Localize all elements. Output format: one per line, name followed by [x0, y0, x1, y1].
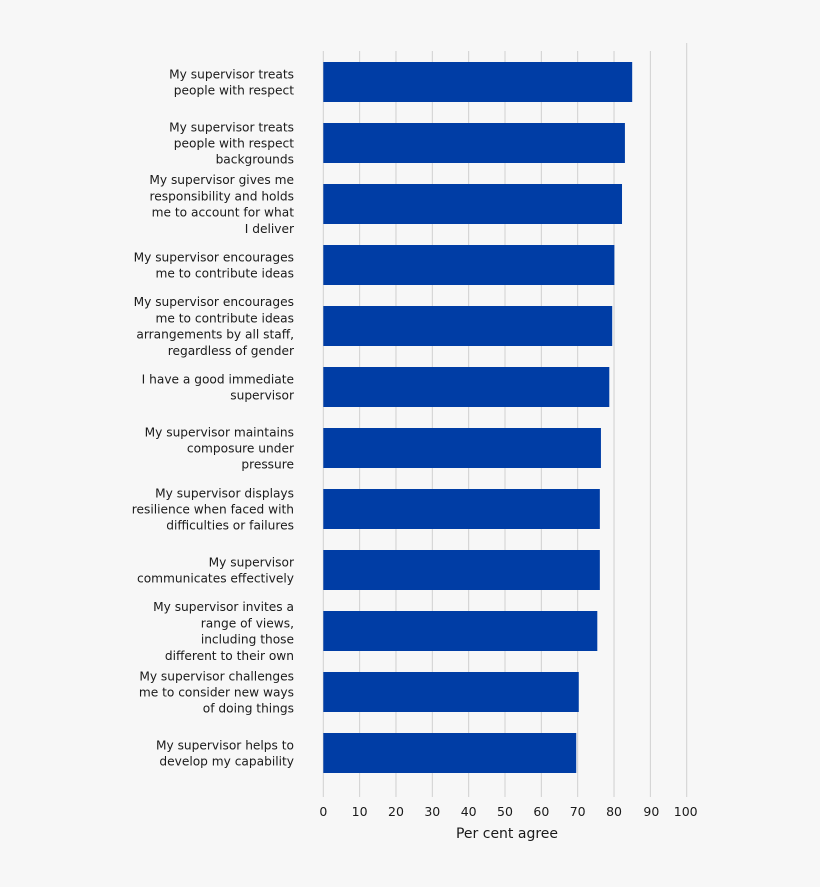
- category-label-line: people with respect: [174, 84, 294, 98]
- category-label-line: composure under: [187, 442, 295, 456]
- bar: [323, 306, 613, 346]
- bars: [323, 62, 633, 773]
- category-label-line: My supervisor treats: [169, 120, 294, 134]
- category-label-line: different to their own: [165, 649, 294, 663]
- gridlines: [322, 43, 688, 797]
- x-tick-label: 80: [606, 804, 622, 819]
- x-axis-title: Per cent agree: [456, 826, 558, 842]
- bar: [323, 489, 600, 529]
- bar: [323, 367, 610, 407]
- category-label-line: including those: [201, 633, 294, 647]
- x-tick-label: 100: [674, 804, 698, 819]
- category-label-line: My supervisor treats: [169, 67, 294, 81]
- category-label: My supervisor treats people with respect: [169, 67, 294, 97]
- bar: [323, 672, 579, 712]
- category-label-line: me to contribute ideas: [156, 311, 294, 325]
- category-label-line: resilience when faced with: [132, 503, 294, 517]
- category-label-line: My supervisor encourages: [134, 295, 294, 309]
- category-label: My supervisor challenges me to consider n…: [139, 669, 294, 715]
- category-label-line: supervisor: [230, 389, 295, 403]
- category-label: My supervisor encourages me to contribute…: [134, 250, 294, 280]
- x-tick-label: 90: [643, 804, 659, 819]
- category-label-line: My supervisor displays: [155, 486, 294, 500]
- bar: [323, 62, 633, 102]
- category-label-line: regardless of gender: [168, 344, 295, 358]
- x-tick-label: 40: [461, 804, 477, 819]
- category-label-line: My supervisor encourages: [134, 250, 294, 264]
- category-label-line: range of views,: [201, 616, 294, 630]
- category-label-line: pressure: [241, 458, 294, 472]
- bar: [323, 428, 601, 468]
- category-label-line: I deliver: [245, 222, 295, 236]
- category-label: I have a good immediate supervisor: [142, 372, 295, 402]
- x-tick-label: 70: [570, 804, 586, 819]
- category-label-line: My supervisor gives me: [149, 173, 294, 187]
- x-tick-label: 60: [533, 804, 549, 819]
- category-label-line: difficulties or failures: [166, 519, 294, 533]
- bar: [323, 184, 623, 224]
- category-label: My supervisor helps to develop my capabil…: [156, 738, 294, 768]
- category-label-line: My supervisor: [209, 555, 295, 569]
- bar: [323, 611, 598, 651]
- x-tick-label: 30: [424, 804, 440, 819]
- category-label-line: My supervisor helps to: [156, 738, 294, 752]
- bar: [323, 733, 577, 773]
- bar: [323, 123, 625, 163]
- x-tick-label: 20: [388, 804, 404, 819]
- category-label-line: responsibility and holds: [150, 189, 294, 203]
- category-label-line: me to contribute ideas: [156, 267, 294, 281]
- category-label: My supervisor treats people with respect b…: [169, 120, 294, 166]
- category-label-line: people with respect: [174, 137, 294, 151]
- category-label-line: My supervisor challenges: [139, 669, 294, 683]
- category-label-line: me to account for what: [152, 206, 295, 220]
- category-label-line: me to consider new ways: [139, 686, 294, 700]
- x-tick-label: 0: [319, 804, 327, 819]
- category-label: My supervisor invites a range of views, in…: [153, 600, 294, 663]
- bar: [323, 550, 600, 590]
- bar: [323, 245, 615, 285]
- x-tick-labels: 0 10 20 30 40 50 60 70 80 90 100: [319, 804, 697, 819]
- category-label-line: My supervisor invites a: [153, 600, 294, 614]
- category-label: My supervisor maintains composure under pr…: [145, 425, 295, 471]
- category-label: My supervisor communicates effectively: [137, 555, 295, 585]
- category-label: My supervisor gives me responsibility and…: [149, 173, 295, 236]
- category-label-line: I have a good immediate: [142, 372, 294, 386]
- category-label-line: of doing things: [203, 702, 294, 716]
- category-label-line: backgrounds: [216, 153, 294, 167]
- category-label-line: arrangements by all staff,: [136, 328, 294, 342]
- x-tick-label: 10: [352, 804, 368, 819]
- category-label: My supervisor displays resilience when fa…: [132, 486, 294, 532]
- category-label: My supervisor encourages me to contribute…: [134, 295, 295, 358]
- category-label-line: develop my capability: [159, 755, 294, 769]
- category-label-line: communicates effectively: [137, 572, 294, 586]
- x-tick-label: 50: [497, 804, 513, 819]
- category-label-line: My supervisor maintains: [145, 425, 294, 439]
